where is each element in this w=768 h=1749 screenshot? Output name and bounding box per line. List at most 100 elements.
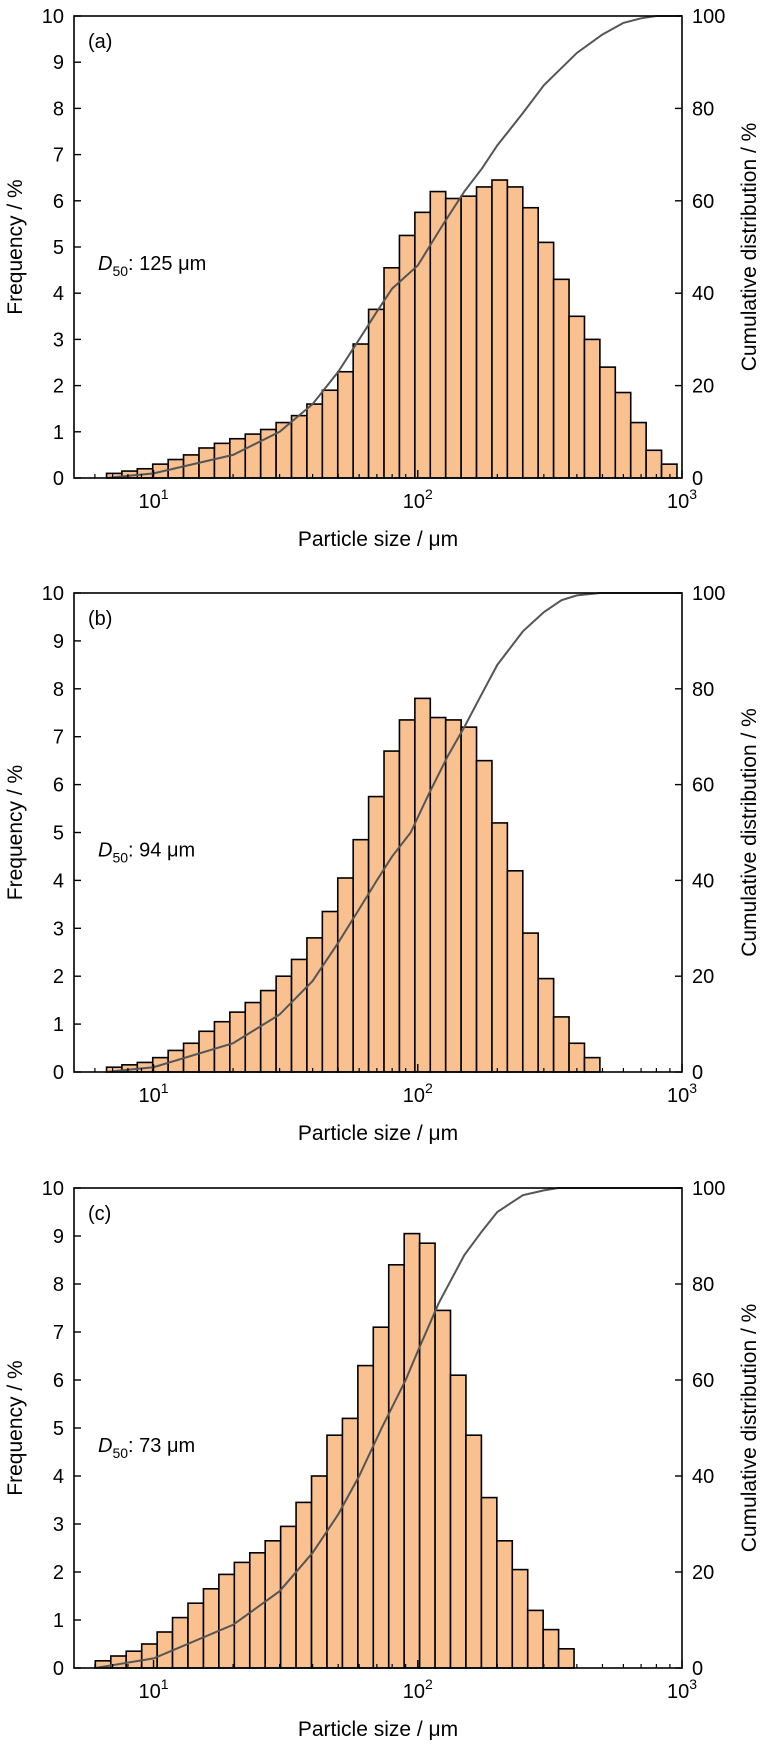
y2-tick-label: 80 [692,679,714,701]
histogram-bar [290,958,308,1073]
histogram-bar [444,719,462,1073]
histogram-bar [352,343,370,479]
histogram-bar [336,370,354,479]
histogram-bars [105,179,678,479]
histogram-bar [357,1364,375,1669]
y-tick-label: 4 [53,283,64,305]
y-tick-label: 2 [53,1562,64,1584]
histogram-bar [244,1001,262,1073]
y2-tick-label: 0 [692,1658,703,1680]
histogram-bar [275,975,293,1073]
histogram-bar [460,195,478,479]
histogram-bar [403,1232,421,1669]
panel-label: (b) [88,608,112,630]
x-tick-label: 103 [667,1080,697,1107]
histogram-bar [506,870,524,1073]
y2-tick-label: 20 [692,1562,714,1584]
x-tick-exponent: 1 [161,486,169,502]
y-tick-label: 10 [42,6,64,28]
histogram-bar [275,421,293,479]
x-tick-base: 10 [667,1681,689,1703]
y-tick-label: 6 [53,775,64,797]
histogram-bars [105,697,601,1073]
y-tick-label: 3 [53,918,64,940]
y2-tick-label: 0 [692,468,703,490]
y-tick-label: 0 [53,1062,64,1084]
histogram-bar [306,937,324,1073]
d50-symbol: D [98,839,112,861]
y-tick-label: 2 [53,376,64,398]
d50-symbol: D [98,253,112,275]
histogram-bar [434,1309,452,1669]
y-tick-label: 6 [53,1370,64,1392]
histogram-bar [321,389,339,479]
d50-value: : 125 μm [128,253,206,275]
d50-subscript: 50 [112,263,128,279]
x-tick-label: 102 [403,1080,433,1107]
histogram-bar [321,910,339,1073]
x-axis-title: Particle size / μm [298,1718,458,1741]
histogram-bar [583,338,601,479]
histogram-bar [475,186,493,479]
y2-tick-label: 60 [692,775,714,797]
histogram-bar [326,1434,344,1669]
panel-label: (a) [88,31,112,53]
x-axis-title: Particle size / μm [298,528,458,551]
histogram-bar [506,186,524,479]
histogram-bar [414,697,432,1073]
histogram-bar [156,1631,174,1669]
x-tick-exponent: 3 [689,1676,697,1692]
d50-value: : 94 μm [128,839,195,861]
y2-tick-label: 20 [692,966,714,988]
x-tick-exponent: 1 [161,1080,169,1096]
y-tick-label: 9 [53,631,64,653]
y-tick-label: 5 [53,823,64,845]
y2-tick-label: 60 [692,191,714,213]
x-tick-label: 101 [139,1080,169,1107]
y2-tick-label: 60 [692,1370,714,1392]
x-axis-title: Particle size / μm [298,1122,458,1145]
y2-tick-label: 80 [692,98,714,120]
y-tick-label: 5 [53,237,64,259]
y2-tick-label: 40 [692,1466,714,1488]
histogram-bar [568,315,586,479]
y2-tick-label: 40 [692,283,714,305]
histogram-bar [475,759,493,1073]
y-tick-label: 8 [53,1274,64,1296]
histogram-bar [336,877,354,1073]
histogram-bar [140,1643,158,1669]
histogram-bar [645,449,663,479]
x-tick-base: 10 [403,491,425,513]
y-tick-label: 10 [42,583,64,605]
histogram-bar [552,1016,570,1073]
x-tick-label: 103 [667,486,697,513]
histogram-bar [414,211,432,479]
x-tick-base: 10 [139,491,161,513]
d50-subscript: 50 [112,1445,128,1461]
histogram-bar [480,1496,498,1669]
histogram-bar [614,391,632,479]
histogram-bar [418,1242,436,1669]
y-tick-label: 0 [53,468,64,490]
y-tick-label: 4 [53,1466,64,1488]
histogram-bar [521,206,540,479]
x-tick-label: 101 [139,1676,169,1703]
x-tick-exponent: 1 [161,1676,169,1692]
y-tick-label: 2 [53,966,64,988]
x-tick-label: 103 [667,1676,697,1703]
histogram-bar [583,1056,601,1073]
histogram-bar [383,750,401,1073]
x-tick-exponent: 3 [689,1080,697,1096]
histogram-bar [202,1588,220,1669]
d50-annotation: D50: 125 μm [98,253,206,279]
y-tick-label: 1 [53,1610,64,1632]
histogram-bar [537,241,555,479]
y2-tick-label: 100 [692,6,725,28]
histogram-bar [264,1540,282,1669]
y2-tick-label: 100 [692,1178,725,1200]
cumulative-curve [106,592,682,1073]
x-tick-base: 10 [403,1681,425,1703]
